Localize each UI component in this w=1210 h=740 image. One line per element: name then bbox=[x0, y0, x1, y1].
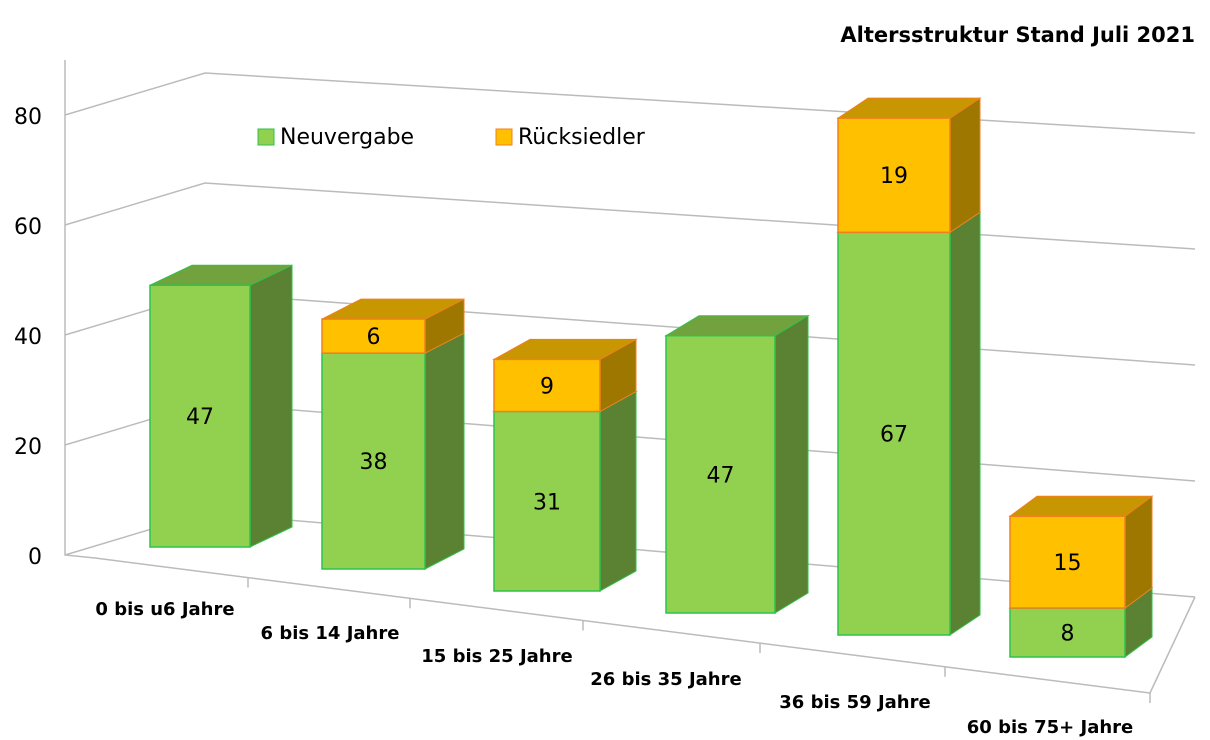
y-tick-label: 60 bbox=[14, 215, 42, 240]
bar-side bbox=[774, 314, 809, 614]
bar bbox=[665, 334, 776, 614]
axis-line bbox=[64, 60, 96, 559]
bar bbox=[837, 231, 951, 636]
x-tick-label: 0 bis u6 Jahre bbox=[95, 599, 234, 620]
data-label: 31 bbox=[533, 490, 561, 515]
chart-title: Altersstruktur Stand Juli 2021 bbox=[840, 23, 1195, 47]
bar-side bbox=[949, 211, 981, 636]
bar bbox=[1009, 607, 1126, 658]
data-label: 19 bbox=[880, 164, 908, 189]
bar bbox=[149, 284, 251, 548]
data-label: 15 bbox=[1054, 551, 1082, 576]
floor-edge bbox=[94, 557, 1196, 694]
x-tick-label: 6 bis 14 Jahre bbox=[261, 623, 400, 644]
bar bbox=[321, 352, 426, 570]
bar bbox=[493, 358, 601, 413]
x-tick-label: 36 bis 59 Jahre bbox=[779, 692, 930, 713]
data-label: 47 bbox=[707, 463, 735, 488]
bar-side bbox=[424, 332, 465, 570]
bar-side bbox=[599, 390, 637, 592]
bar bbox=[1009, 515, 1126, 609]
bar bbox=[321, 318, 426, 354]
legend-label: Neuvergabe bbox=[280, 125, 414, 150]
y-tick-label: 80 bbox=[14, 105, 42, 130]
legend-swatch bbox=[495, 128, 513, 146]
data-label: 47 bbox=[186, 405, 214, 430]
data-label: 8 bbox=[1061, 622, 1075, 647]
legend-swatch bbox=[257, 128, 275, 146]
bar-side bbox=[949, 97, 981, 234]
bar bbox=[493, 410, 601, 592]
grid-line bbox=[64, 72, 1196, 134]
data-label: 67 bbox=[880, 423, 908, 448]
data-label: 6 bbox=[367, 325, 381, 350]
bar bbox=[837, 117, 951, 234]
x-tick-label: 15 bis 25 Jahre bbox=[421, 646, 572, 667]
grid-line bbox=[64, 182, 1196, 250]
data-label: 38 bbox=[360, 450, 388, 475]
x-tick-label: 26 bis 35 Jahre bbox=[590, 669, 741, 690]
data-label: 9 bbox=[540, 374, 554, 399]
y-tick-label: 0 bbox=[28, 545, 42, 570]
y-tick-label: 20 bbox=[14, 435, 42, 460]
x-tick-label: 60 bis 75+ Jahre bbox=[967, 717, 1134, 738]
y-tick-label: 40 bbox=[14, 325, 42, 350]
legend-label: Rücksiedler bbox=[518, 125, 646, 150]
bar-side bbox=[249, 264, 293, 548]
